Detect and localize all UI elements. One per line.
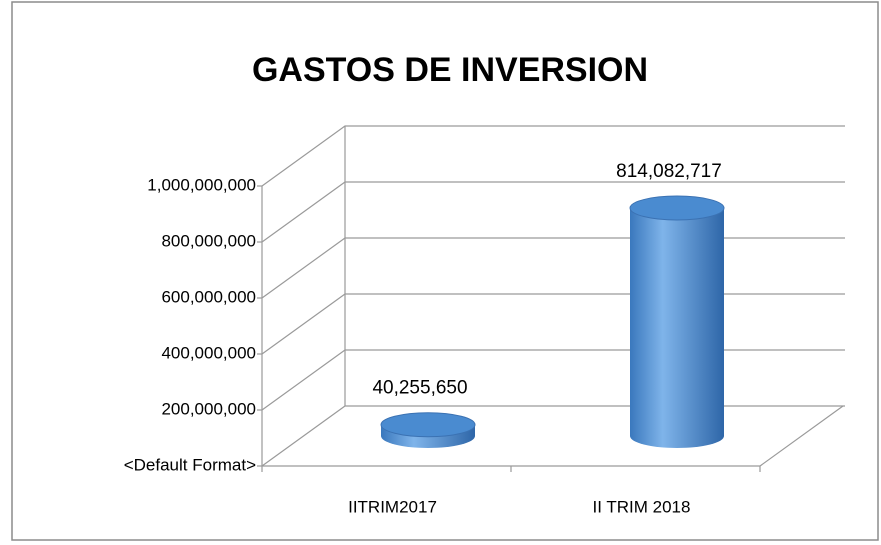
y-tick-label: 1,000,000,000 xyxy=(147,175,256,194)
chart-border xyxy=(11,1,879,541)
y-tick-label: 200,000,000 xyxy=(161,399,256,418)
cylinder-body xyxy=(630,208,724,448)
cylinder-top xyxy=(380,412,476,438)
x-tick-label: II TRIM 2018 xyxy=(593,497,691,516)
y-tick-label: 400,000,000 xyxy=(161,343,256,362)
chart-title: GASTOS DE INVERSION xyxy=(252,51,648,89)
y-tick-label: 600,000,000 xyxy=(161,287,256,306)
y-tick-label: <Default Format> xyxy=(124,455,256,474)
value-label: 40,255,650 xyxy=(372,378,467,399)
cylinder-top xyxy=(629,195,725,221)
x-tick-label: IITRIM2017 xyxy=(348,497,437,516)
value-label: 814,082,717 xyxy=(616,161,722,182)
grid-line xyxy=(261,181,845,243)
y-tick-label: 800,000,000 xyxy=(161,231,256,250)
grid-line xyxy=(261,125,845,187)
